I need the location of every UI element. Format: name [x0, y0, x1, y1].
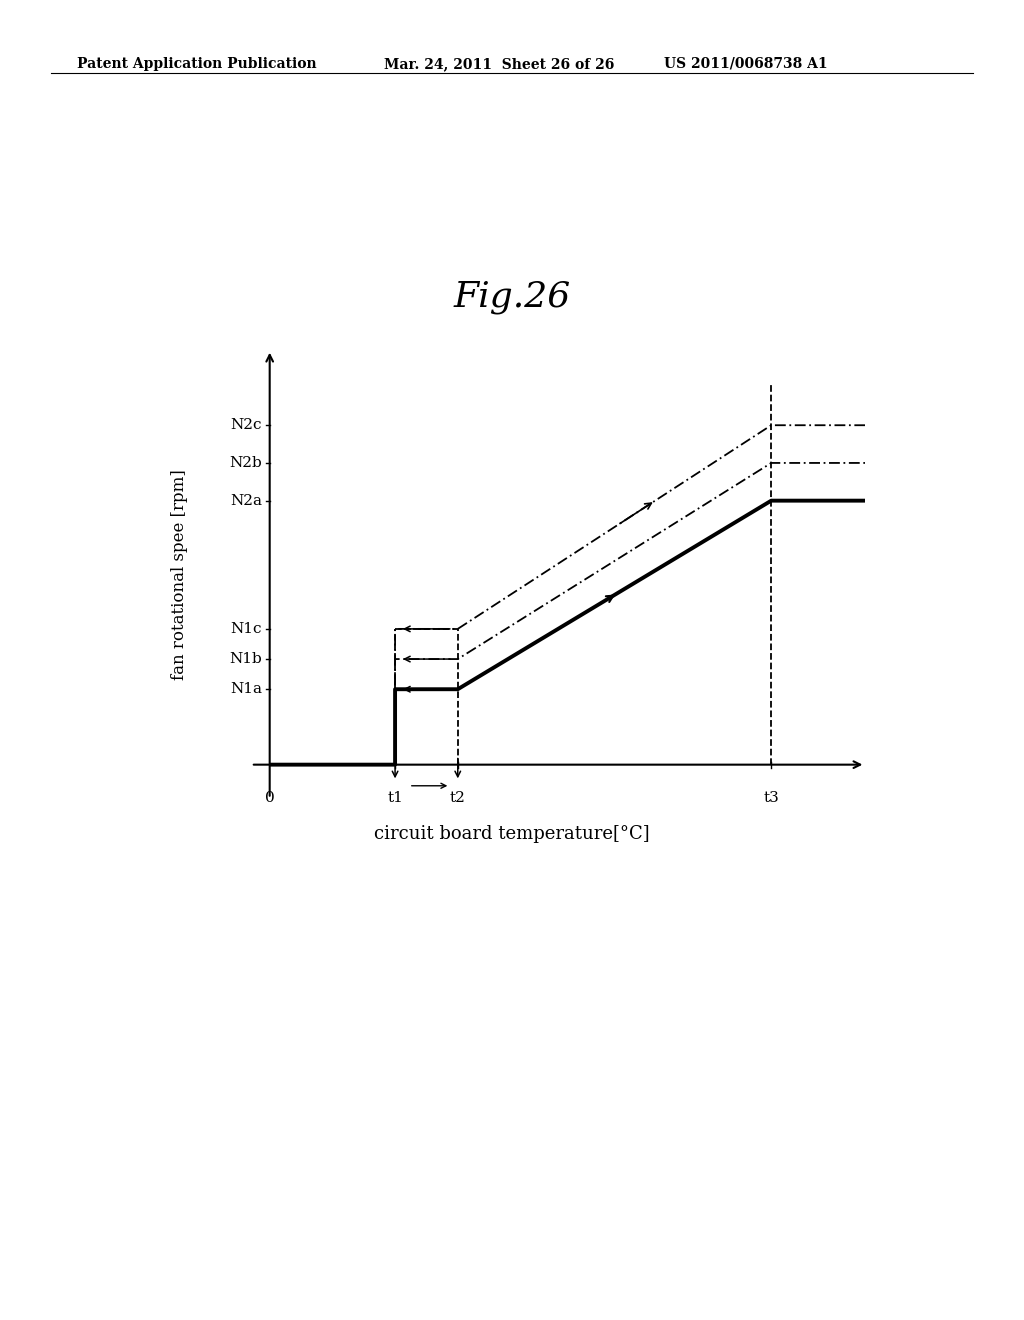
Text: t2: t2 [450, 791, 466, 805]
Text: N1a: N1a [230, 682, 262, 696]
Text: N2b: N2b [229, 455, 262, 470]
Text: Patent Application Publication: Patent Application Publication [77, 57, 316, 71]
Text: 0: 0 [265, 791, 274, 805]
Text: t1: t1 [387, 791, 403, 805]
Text: N1b: N1b [229, 652, 262, 667]
Text: Fig.26: Fig.26 [454, 280, 570, 314]
Text: circuit board temperature[°C]: circuit board temperature[°C] [374, 825, 650, 843]
Text: fan rotational spee [rpm]: fan rotational spee [rpm] [171, 469, 187, 680]
Text: Mar. 24, 2011  Sheet 26 of 26: Mar. 24, 2011 Sheet 26 of 26 [384, 57, 614, 71]
Text: N1c: N1c [230, 622, 262, 636]
Text: N2a: N2a [230, 494, 262, 508]
Text: t3: t3 [763, 791, 779, 805]
Text: N2c: N2c [230, 418, 262, 432]
Text: US 2011/0068738 A1: US 2011/0068738 A1 [664, 57, 827, 71]
